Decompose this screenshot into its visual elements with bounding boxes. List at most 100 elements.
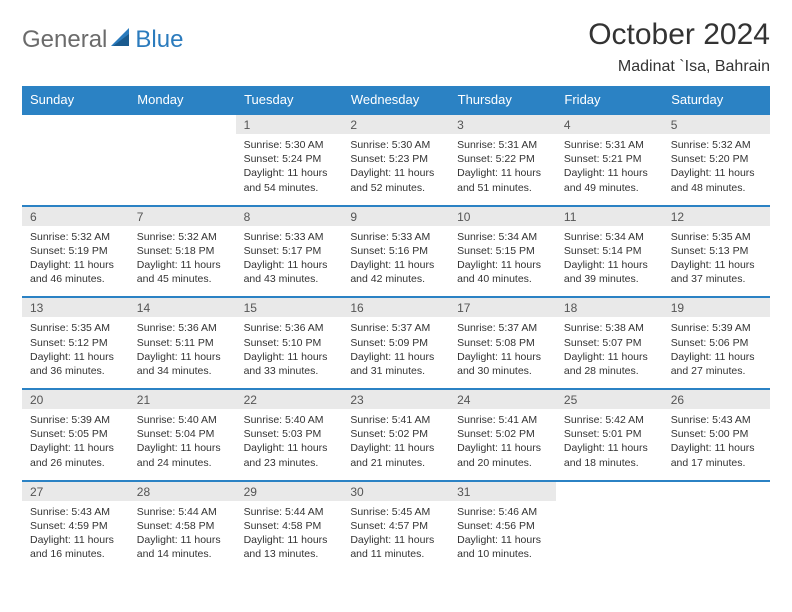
daylight-text: Daylight: 11 hours and 11 minutes. [350,533,441,561]
day-number-cell: 14 [129,297,236,317]
day-number-cell: 3 [449,114,556,134]
detail-row: Sunrise: 5:43 AMSunset: 4:59 PMDaylight:… [22,501,770,572]
sunset-text: Sunset: 5:09 PM [350,336,441,350]
day-number-cell: 19 [663,297,770,317]
day-header: Saturday [663,86,770,114]
day-number-cell: 2 [342,114,449,134]
day-number-cell: 7 [129,206,236,226]
day-detail-cell: Sunrise: 5:36 AMSunset: 5:11 PMDaylight:… [129,317,236,389]
day-number-cell [663,481,770,501]
daylight-text: Daylight: 11 hours and 54 minutes. [244,166,335,194]
day-detail-cell: Sunrise: 5:43 AMSunset: 4:59 PMDaylight:… [22,501,129,572]
daylight-text: Daylight: 11 hours and 28 minutes. [564,350,655,378]
day-header: Wednesday [342,86,449,114]
day-number-cell: 21 [129,389,236,409]
sunrise-text: Sunrise: 5:34 AM [457,230,548,244]
day-number-cell: 25 [556,389,663,409]
sunset-text: Sunset: 5:15 PM [457,244,548,258]
day-detail-cell [22,134,129,206]
day-detail-cell: Sunrise: 5:41 AMSunset: 5:02 PMDaylight:… [449,409,556,481]
sunset-text: Sunset: 5:10 PM [244,336,335,350]
detail-row: Sunrise: 5:30 AMSunset: 5:24 PMDaylight:… [22,134,770,206]
title-block: October 2024 Madinat `Isa, Bahrain [588,18,770,76]
day-number-cell: 26 [663,389,770,409]
day-number-cell: 1 [236,114,343,134]
daylight-text: Daylight: 11 hours and 34 minutes. [137,350,228,378]
calendar-table: SundayMondayTuesdayWednesdayThursdayFrid… [22,86,770,571]
day-detail-cell: Sunrise: 5:31 AMSunset: 5:22 PMDaylight:… [449,134,556,206]
day-detail-cell: Sunrise: 5:30 AMSunset: 5:23 PMDaylight:… [342,134,449,206]
sunrise-text: Sunrise: 5:31 AM [457,138,548,152]
daylight-text: Daylight: 11 hours and 40 minutes. [457,258,548,286]
sunrise-text: Sunrise: 5:43 AM [30,505,121,519]
daylight-text: Daylight: 11 hours and 42 minutes. [350,258,441,286]
logo-text-general: General [22,26,107,54]
sunset-text: Sunset: 5:16 PM [350,244,441,258]
day-number-cell [22,114,129,134]
sunset-text: Sunset: 5:12 PM [30,336,121,350]
sunrise-text: Sunrise: 5:32 AM [137,230,228,244]
day-detail-cell: Sunrise: 5:33 AMSunset: 5:16 PMDaylight:… [342,226,449,298]
sunset-text: Sunset: 5:07 PM [564,336,655,350]
sunrise-text: Sunrise: 5:44 AM [137,505,228,519]
day-number-cell: 30 [342,481,449,501]
sunrise-text: Sunrise: 5:38 AM [564,321,655,335]
day-number-cell: 28 [129,481,236,501]
sunset-text: Sunset: 5:23 PM [350,152,441,166]
day-detail-cell: Sunrise: 5:37 AMSunset: 5:09 PMDaylight:… [342,317,449,389]
day-detail-cell: Sunrise: 5:34 AMSunset: 5:15 PMDaylight:… [449,226,556,298]
daylight-text: Daylight: 11 hours and 36 minutes. [30,350,121,378]
sunrise-text: Sunrise: 5:45 AM [350,505,441,519]
sunset-text: Sunset: 5:06 PM [671,336,762,350]
daynum-row: 6789101112 [22,206,770,226]
sunrise-text: Sunrise: 5:35 AM [671,230,762,244]
day-number-cell: 17 [449,297,556,317]
sunrise-text: Sunrise: 5:40 AM [137,413,228,427]
daylight-text: Daylight: 11 hours and 39 minutes. [564,258,655,286]
sunrise-text: Sunrise: 5:40 AM [244,413,335,427]
sunset-text: Sunset: 4:58 PM [244,519,335,533]
day-detail-cell: Sunrise: 5:32 AMSunset: 5:20 PMDaylight:… [663,134,770,206]
day-number-cell: 31 [449,481,556,501]
daylight-text: Daylight: 11 hours and 27 minutes. [671,350,762,378]
day-detail-cell: Sunrise: 5:34 AMSunset: 5:14 PMDaylight:… [556,226,663,298]
day-detail-cell: Sunrise: 5:44 AMSunset: 4:58 PMDaylight:… [236,501,343,572]
daynum-row: 12345 [22,114,770,134]
daylight-text: Daylight: 11 hours and 33 minutes. [244,350,335,378]
sunset-text: Sunset: 5:04 PM [137,427,228,441]
logo-sail-icon [111,28,133,53]
day-number-cell: 23 [342,389,449,409]
day-detail-cell: Sunrise: 5:32 AMSunset: 5:18 PMDaylight:… [129,226,236,298]
daylight-text: Daylight: 11 hours and 43 minutes. [244,258,335,286]
day-number-cell: 22 [236,389,343,409]
sunset-text: Sunset: 5:24 PM [244,152,335,166]
day-header: Thursday [449,86,556,114]
day-header: Monday [129,86,236,114]
daylight-text: Daylight: 11 hours and 16 minutes. [30,533,121,561]
day-detail-cell: Sunrise: 5:39 AMSunset: 5:06 PMDaylight:… [663,317,770,389]
day-detail-cell: Sunrise: 5:46 AMSunset: 4:56 PMDaylight:… [449,501,556,572]
daylight-text: Daylight: 11 hours and 14 minutes. [137,533,228,561]
day-number-cell: 18 [556,297,663,317]
sunset-text: Sunset: 5:11 PM [137,336,228,350]
sunset-text: Sunset: 5:03 PM [244,427,335,441]
sunrise-text: Sunrise: 5:30 AM [244,138,335,152]
daylight-text: Daylight: 11 hours and 49 minutes. [564,166,655,194]
day-detail-cell: Sunrise: 5:31 AMSunset: 5:21 PMDaylight:… [556,134,663,206]
daylight-text: Daylight: 11 hours and 10 minutes. [457,533,548,561]
day-detail-cell [556,501,663,572]
daylight-text: Daylight: 11 hours and 23 minutes. [244,441,335,469]
sunrise-text: Sunrise: 5:46 AM [457,505,548,519]
day-detail-cell: Sunrise: 5:35 AMSunset: 5:12 PMDaylight:… [22,317,129,389]
day-number-cell: 5 [663,114,770,134]
day-number-cell: 27 [22,481,129,501]
sunrise-text: Sunrise: 5:36 AM [244,321,335,335]
day-number-cell [556,481,663,501]
daynum-row: 2728293031 [22,481,770,501]
sunrise-text: Sunrise: 5:32 AM [30,230,121,244]
logo-text-blue: Blue [135,26,183,54]
day-detail-cell: Sunrise: 5:35 AMSunset: 5:13 PMDaylight:… [663,226,770,298]
sunrise-text: Sunrise: 5:30 AM [350,138,441,152]
day-detail-cell: Sunrise: 5:37 AMSunset: 5:08 PMDaylight:… [449,317,556,389]
day-detail-cell: Sunrise: 5:40 AMSunset: 5:04 PMDaylight:… [129,409,236,481]
